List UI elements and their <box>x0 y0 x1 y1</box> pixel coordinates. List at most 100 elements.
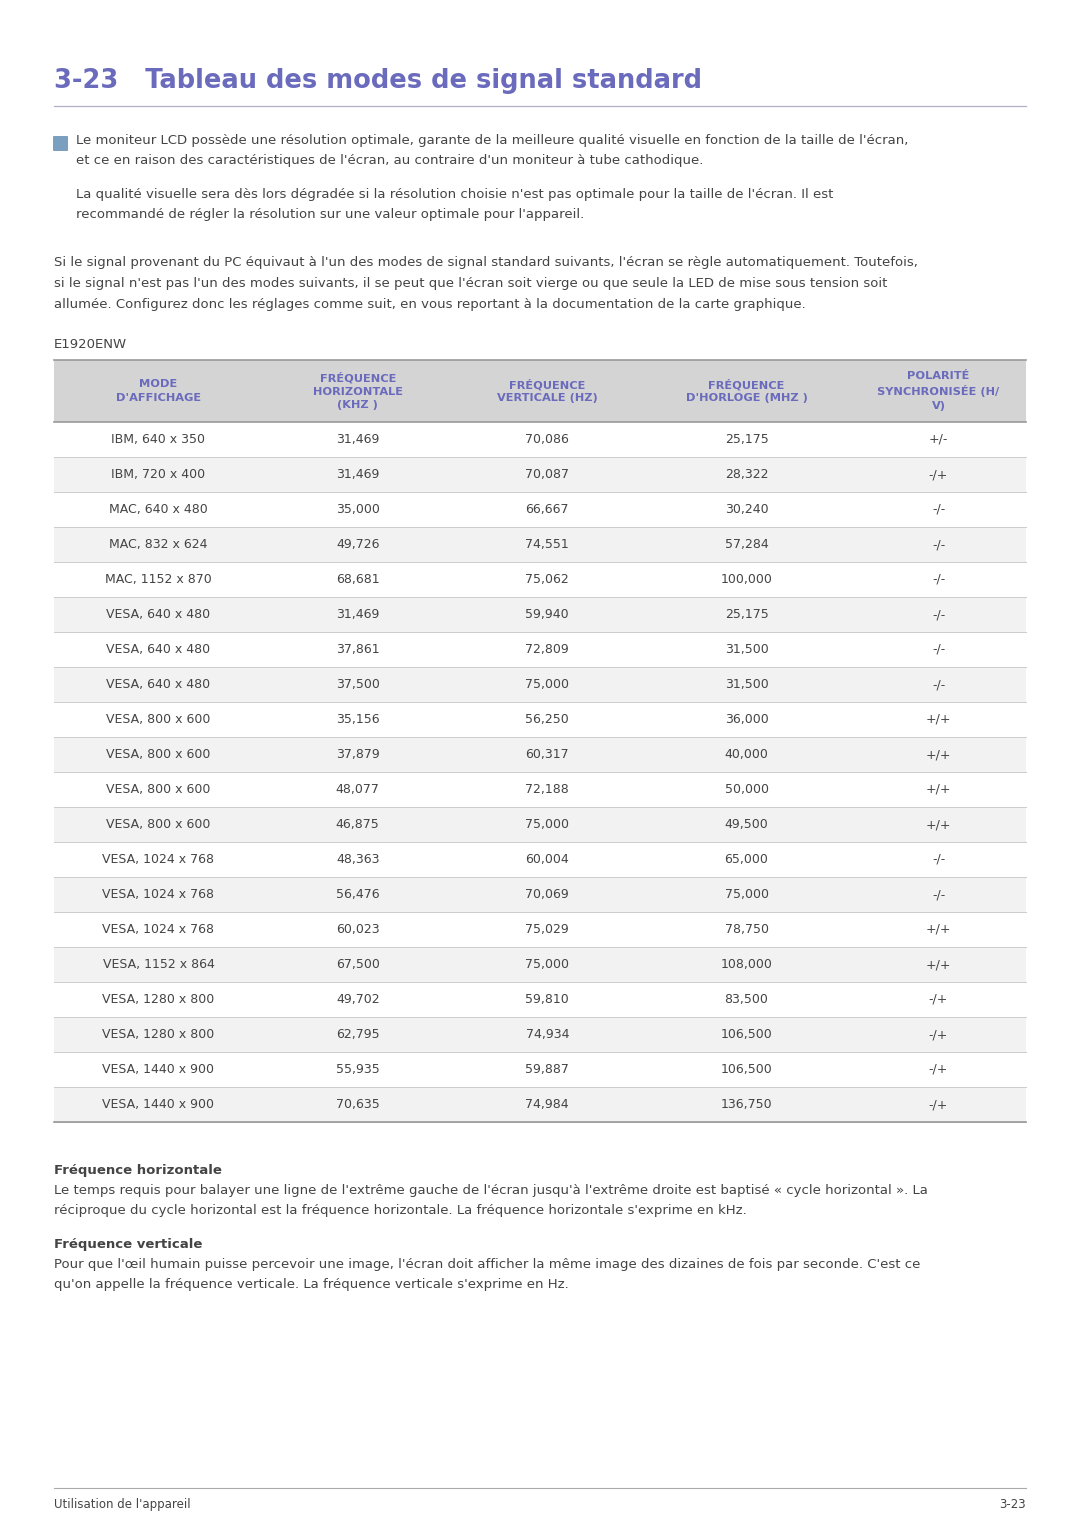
Text: 67,500: 67,500 <box>336 957 380 971</box>
Bar <box>54 738 1026 773</box>
Text: -/-: -/- <box>932 502 945 516</box>
Text: POLARITÉ
SYNCHRONISÉE (H/
V): POLARITÉ SYNCHRONISÉE (H/ V) <box>877 371 1000 411</box>
Text: +/+: +/+ <box>926 783 951 796</box>
Text: 46,875: 46,875 <box>336 818 380 831</box>
Text: 78,750: 78,750 <box>725 922 769 936</box>
Text: 72,188: 72,188 <box>525 783 569 796</box>
Text: FRÉQUENCE
D'HORLOGE (MHZ ): FRÉQUENCE D'HORLOGE (MHZ ) <box>686 379 808 403</box>
Text: 75,062: 75,062 <box>525 573 569 586</box>
Text: 60,317: 60,317 <box>526 748 569 760</box>
Text: Pour que l'œil humain puisse percevoir une image, l'écran doit afficher la même : Pour que l'œil humain puisse percevoir u… <box>54 1258 920 1270</box>
Text: 30,240: 30,240 <box>725 502 768 516</box>
Text: 3-23   Tableau des modes de signal standard: 3-23 Tableau des modes de signal standar… <box>54 69 702 95</box>
Bar <box>54 806 1026 841</box>
Text: -/-: -/- <box>932 854 945 866</box>
Text: 56,476: 56,476 <box>336 889 379 901</box>
Bar <box>54 1052 1026 1087</box>
Text: -/-: -/- <box>932 889 945 901</box>
Text: -/-: -/- <box>932 643 945 657</box>
Text: 83,500: 83,500 <box>725 993 769 1006</box>
Text: 35,156: 35,156 <box>336 713 379 725</box>
Bar <box>54 527 1026 562</box>
Text: 59,810: 59,810 <box>525 993 569 1006</box>
Bar <box>54 597 1026 632</box>
Bar <box>54 982 1026 1017</box>
Text: VESA, 800 x 600: VESA, 800 x 600 <box>106 818 211 831</box>
Text: VESA, 1280 x 800: VESA, 1280 x 800 <box>103 1028 215 1041</box>
Text: Le temps requis pour balayer une ligne de l'extrême gauche de l'écran jusqu'à l': Le temps requis pour balayer une ligne d… <box>54 1183 928 1197</box>
Text: 57,284: 57,284 <box>725 538 769 551</box>
Text: 72,809: 72,809 <box>525 643 569 657</box>
Text: VESA, 1280 x 800: VESA, 1280 x 800 <box>103 993 215 1006</box>
Bar <box>54 360 1026 421</box>
Text: 66,667: 66,667 <box>526 502 569 516</box>
Text: 48,077: 48,077 <box>336 783 380 796</box>
Bar <box>54 912 1026 947</box>
Text: MAC, 1152 x 870: MAC, 1152 x 870 <box>105 573 212 586</box>
Text: VESA, 1152 x 864: VESA, 1152 x 864 <box>103 957 215 971</box>
Text: 60,023: 60,023 <box>336 922 379 936</box>
Text: VESA, 1440 x 900: VESA, 1440 x 900 <box>103 1063 215 1077</box>
Bar <box>54 492 1026 527</box>
Bar <box>54 1087 1026 1122</box>
Text: FRÉQUENCE
VERTICALE (HZ): FRÉQUENCE VERTICALE (HZ) <box>497 379 597 403</box>
Text: 60,004: 60,004 <box>525 854 569 866</box>
Text: -/+: -/+ <box>929 1098 948 1112</box>
Text: VESA, 800 x 600: VESA, 800 x 600 <box>106 748 211 760</box>
Text: VESA, 1024 x 768: VESA, 1024 x 768 <box>103 854 215 866</box>
Text: 31,469: 31,469 <box>336 434 379 446</box>
Text: 74,551: 74,551 <box>525 538 569 551</box>
Bar <box>54 947 1026 982</box>
Text: 70,086: 70,086 <box>525 434 569 446</box>
Text: 75,000: 75,000 <box>525 957 569 971</box>
Text: 50,000: 50,000 <box>725 783 769 796</box>
Text: VESA, 640 x 480: VESA, 640 x 480 <box>107 678 211 692</box>
Text: 49,726: 49,726 <box>336 538 379 551</box>
Text: -/-: -/- <box>932 538 945 551</box>
Text: 35,000: 35,000 <box>336 502 380 516</box>
Text: 31,500: 31,500 <box>725 643 769 657</box>
Text: Utilisation de l'appareil: Utilisation de l'appareil <box>54 1498 191 1512</box>
Text: VESA, 1024 x 768: VESA, 1024 x 768 <box>103 922 215 936</box>
Text: +/+: +/+ <box>926 922 951 936</box>
Text: qu'on appelle la fréquence verticale. La fréquence verticale s'exprime en Hz.: qu'on appelle la fréquence verticale. La… <box>54 1278 569 1290</box>
Bar <box>54 421 1026 457</box>
Text: Le moniteur LCD possède une résolution optimale, garante de la meilleure qualité: Le moniteur LCD possède une résolution o… <box>76 134 908 147</box>
Text: 74,984: 74,984 <box>526 1098 569 1112</box>
Text: -/+: -/+ <box>929 993 948 1006</box>
Text: Fréquence horizontale: Fréquence horizontale <box>54 1164 221 1177</box>
Text: MAC, 832 x 624: MAC, 832 x 624 <box>109 538 207 551</box>
Text: 56,250: 56,250 <box>525 713 569 725</box>
Text: 68,681: 68,681 <box>336 573 379 586</box>
Text: 25,175: 25,175 <box>725 608 769 621</box>
Text: -/+: -/+ <box>929 1028 948 1041</box>
Text: VESA, 800 x 600: VESA, 800 x 600 <box>106 713 211 725</box>
Text: 75,000: 75,000 <box>725 889 769 901</box>
Text: 59,940: 59,940 <box>526 608 569 621</box>
Text: 55,935: 55,935 <box>336 1063 380 1077</box>
Text: 100,000: 100,000 <box>720 573 772 586</box>
Bar <box>54 632 1026 667</box>
Text: 108,000: 108,000 <box>720 957 772 971</box>
Text: 28,322: 28,322 <box>725 467 768 481</box>
Text: +/+: +/+ <box>926 748 951 760</box>
Text: IBM, 720 x 400: IBM, 720 x 400 <box>111 467 205 481</box>
Text: IBM, 640 x 350: IBM, 640 x 350 <box>111 434 205 446</box>
Text: réciproque du cycle horizontal est la fréquence horizontale. La fréquence horizo: réciproque du cycle horizontal est la fr… <box>54 1203 746 1217</box>
Text: 31,500: 31,500 <box>725 678 769 692</box>
Text: 75,029: 75,029 <box>525 922 569 936</box>
Bar <box>54 667 1026 702</box>
Text: MODE
D'AFFICHAGE: MODE D'AFFICHAGE <box>116 379 201 403</box>
Text: VESA, 1024 x 768: VESA, 1024 x 768 <box>103 889 215 901</box>
FancyBboxPatch shape <box>53 136 68 151</box>
Text: 49,500: 49,500 <box>725 818 769 831</box>
Text: 59,887: 59,887 <box>525 1063 569 1077</box>
Text: -/+: -/+ <box>929 467 948 481</box>
Text: Si le signal provenant du PC équivaut à l'un des modes de signal standard suivan: Si le signal provenant du PC équivaut à … <box>54 257 918 269</box>
Text: 3-23: 3-23 <box>999 1498 1026 1512</box>
Text: +/+: +/+ <box>926 713 951 725</box>
Text: VESA, 800 x 600: VESA, 800 x 600 <box>106 783 211 796</box>
Text: E1920ENW: E1920ENW <box>54 337 127 351</box>
Text: 70,069: 70,069 <box>525 889 569 901</box>
Bar <box>54 773 1026 806</box>
